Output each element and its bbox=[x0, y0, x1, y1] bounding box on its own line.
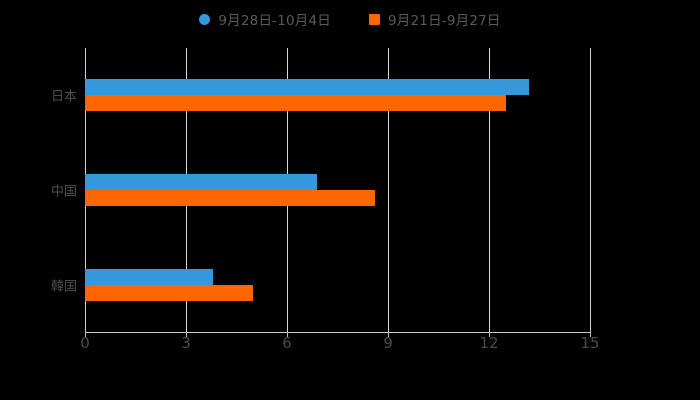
x-axis-tick bbox=[388, 332, 389, 337]
x-axis-tick-label: 6 bbox=[282, 334, 292, 352]
gridline bbox=[590, 48, 591, 332]
bar[interactable] bbox=[85, 268, 213, 285]
category-label-text: 日本 bbox=[50, 89, 77, 105]
category-label-text: 中国 bbox=[50, 184, 77, 200]
bar[interactable] bbox=[85, 79, 530, 96]
x-axis-tick bbox=[85, 332, 86, 337]
gridline bbox=[388, 48, 389, 332]
x-axis-tick-label: 3 bbox=[181, 334, 191, 352]
legend-label: 9月21日-9月27日 bbox=[388, 13, 501, 29]
bar[interactable] bbox=[85, 174, 318, 190]
category-label: 日本 bbox=[0, 86, 77, 105]
gridline bbox=[489, 48, 490, 332]
legend-item[interactable]: 9月28日-10月4日 bbox=[199, 9, 331, 29]
x-axis-tick-label: 15 bbox=[580, 334, 600, 352]
x-axis-tick bbox=[590, 332, 591, 337]
x-axis-tick bbox=[186, 332, 187, 337]
legend-swatch-square-icon bbox=[369, 13, 380, 25]
bar[interactable] bbox=[85, 95, 506, 112]
chart-legend: 9月28日-10月4日 9月21日-9月27日 bbox=[0, 6, 700, 32]
legend-label: 9月28日-10月4日 bbox=[218, 13, 331, 29]
bar[interactable] bbox=[85, 284, 254, 301]
x-axis-tick-label: 12 bbox=[479, 334, 499, 352]
category-label-text: 韓国 bbox=[50, 279, 77, 295]
legend-swatch-circle-icon bbox=[199, 13, 211, 25]
category-label: 中国 bbox=[0, 181, 77, 200]
x-axis-tick bbox=[489, 332, 490, 337]
legend-item[interactable]: 9月21日-9月27日 bbox=[369, 9, 501, 29]
x-axis-tick-label: 0 bbox=[80, 334, 90, 352]
x-axis-tick-label: 9 bbox=[383, 334, 393, 352]
category-label: 韓国 bbox=[0, 275, 77, 294]
x-axis-tick bbox=[287, 332, 288, 337]
x-axis-line bbox=[85, 332, 591, 333]
bar[interactable] bbox=[85, 190, 375, 206]
